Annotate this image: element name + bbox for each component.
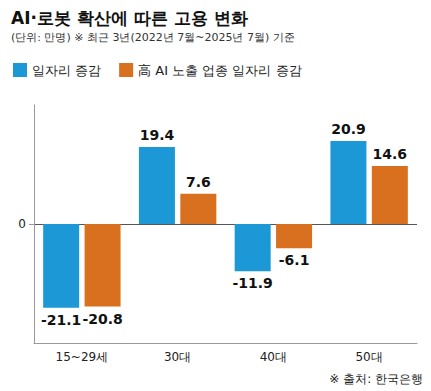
svg-text:(단위: 만명) ※ 최근 3년(2022년 7월~2025: (단위: 만명) ※ 최근 3년(2022년 7월~2025년 7월) 기준	[11, 31, 295, 44]
svg-text:※ 출처: 한국은행: ※ 출처: 한국은행	[329, 372, 423, 386]
svg-text:19.4: 19.4	[140, 127, 175, 143]
svg-text:7.6: 7.6	[186, 174, 211, 190]
svg-text:AI·로봇 확산에 따른 고용 변화: AI·로봇 확산에 따른 고용 변화	[11, 8, 248, 28]
svg-text:-11.9: -11.9	[232, 275, 272, 291]
svg-text:14.6: 14.6	[373, 146, 408, 162]
svg-text:高 AI 노출 업종 일자리 증감: 高 AI 노출 업종 일자리 증감	[138, 63, 301, 78]
svg-text:일자리 증감: 일자리 증감	[32, 63, 101, 78]
svg-text:40대: 40대	[260, 350, 287, 364]
svg-text:0: 0	[18, 217, 26, 231]
svg-text:20.9: 20.9	[331, 121, 366, 137]
svg-text:-6.1: -6.1	[279, 252, 310, 268]
svg-text:30대: 30대	[164, 350, 191, 364]
svg-text:50대: 50대	[355, 350, 382, 364]
svg-text:15~29세: 15~29세	[56, 350, 109, 364]
svg-text:-20.8: -20.8	[82, 311, 122, 327]
svg-text:-21.1: -21.1	[41, 312, 81, 328]
